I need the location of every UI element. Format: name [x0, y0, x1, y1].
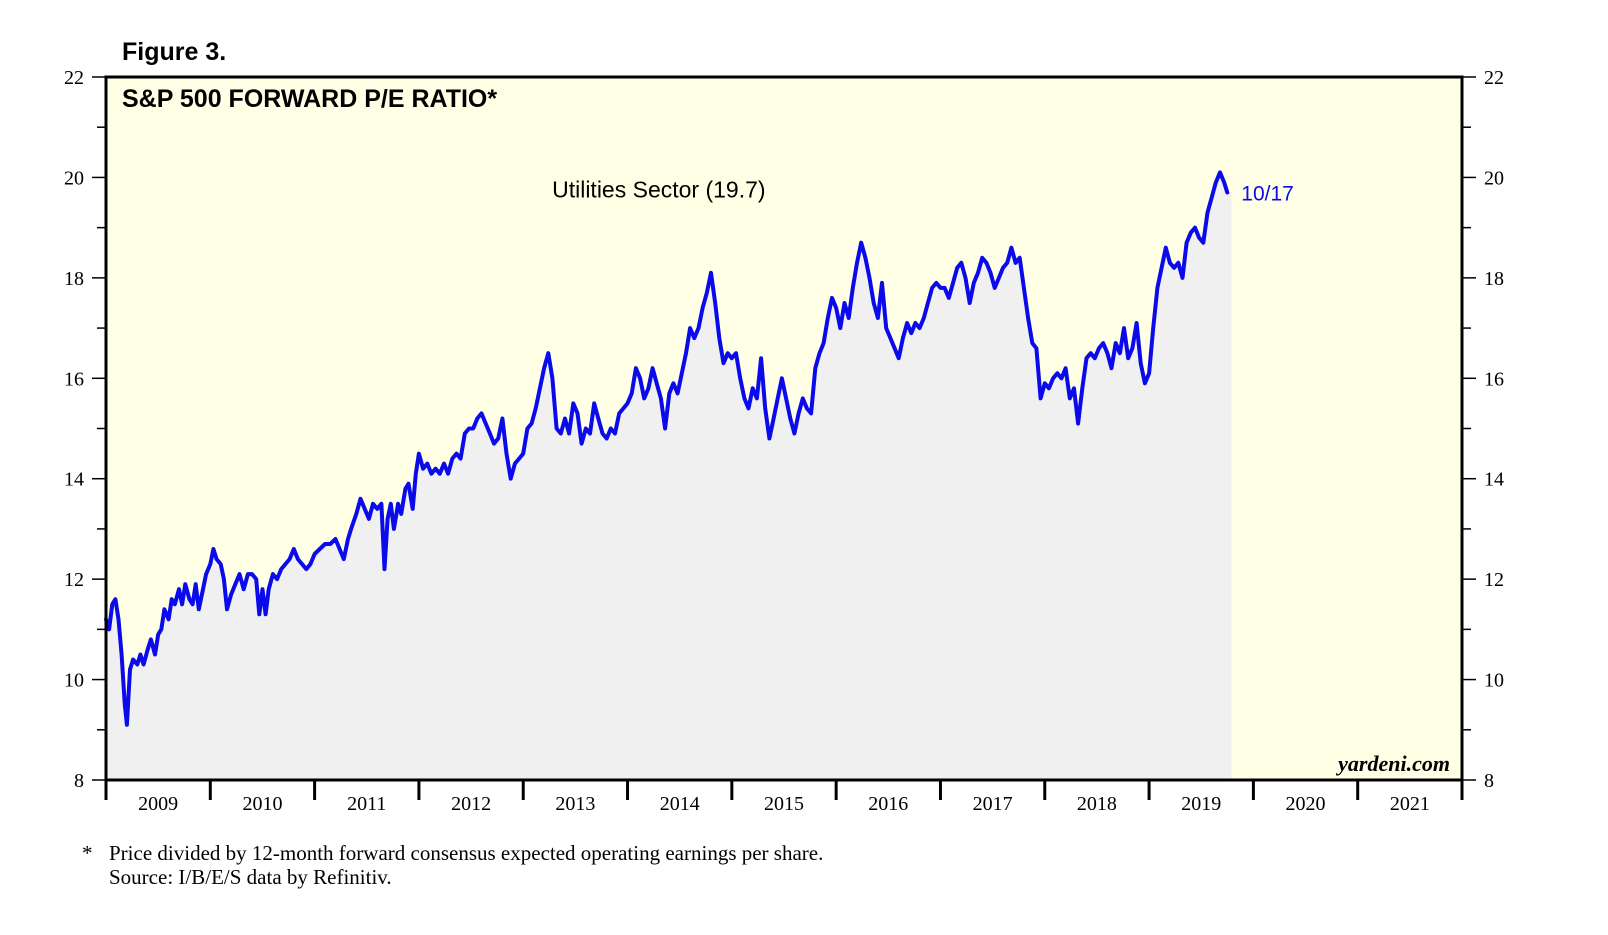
y-tick-label-right: 10: [1484, 670, 1504, 692]
plot-frame: [104, 75, 1464, 782]
y-tick-label-left: 16: [64, 368, 84, 390]
y-axis-right: 8 10 12 14 16 18 20 22: [1462, 67, 1504, 792]
x-tick-label: 2013: [555, 793, 595, 815]
y-tick-label-left: 8: [74, 770, 84, 792]
x-tick-label: 2019: [1181, 793, 1221, 815]
series-label: Utilities Sector (19.7): [552, 177, 765, 203]
x-tick-label: 2018: [1077, 793, 1117, 815]
x-axis: 2009 2010 2011 2012 2013 2014 2015 2016 2017 2018…: [104, 780, 1464, 815]
series-line: [104, 170, 1230, 727]
x-tick-label: 2016: [868, 793, 908, 815]
chart-title: S&P 500 FORWARD P/E RATIO*: [122, 85, 497, 113]
y-axis-left: 8 10 12 14 16 18 20 22: [64, 67, 106, 792]
end-date-label: 10/17: [1241, 182, 1294, 205]
figure-label: Figure 3.: [122, 38, 226, 66]
y-tick-label-right: 12: [1484, 569, 1504, 591]
x-tick-label: 2020: [1286, 793, 1326, 815]
footnote-marker: *: [82, 841, 93, 865]
y-tick-label-left: 20: [64, 167, 84, 189]
watermark: yardeni.com: [1335, 751, 1450, 776]
y-tick-label-left: 14: [64, 469, 84, 491]
y-tick-label-left: 22: [64, 67, 84, 89]
y-tick-label-right: 14: [1484, 469, 1504, 491]
y-tick-label-left: 10: [64, 670, 84, 692]
footnote-line1: Price divided by 12-month forward consen…: [109, 841, 823, 865]
x-tick-label: 2009: [138, 793, 178, 815]
y-tick-label-right: 16: [1484, 368, 1504, 390]
x-tick-label: 2010: [242, 793, 282, 815]
y-tick-label-right: 22: [1484, 67, 1504, 89]
y-tick-label-right: 18: [1484, 268, 1504, 290]
x-tick-label: 2015: [764, 793, 804, 815]
area-fill: [106, 172, 1232, 780]
y-tick-label-left: 18: [64, 268, 84, 290]
x-tick-label: 2011: [347, 793, 386, 815]
x-tick-label: 2014: [660, 793, 700, 815]
y-tick-label-right: 20: [1484, 167, 1504, 189]
x-tick-label: 2021: [1390, 793, 1430, 815]
y-tick-label-right: 8: [1484, 770, 1494, 792]
y-tick-label-left: 12: [64, 569, 84, 591]
x-tick-label: 2017: [973, 793, 1013, 815]
footnote-line2: Source: I/B/E/S data by Refinitiv.: [109, 865, 392, 889]
x-tick-label: 2012: [451, 793, 491, 815]
